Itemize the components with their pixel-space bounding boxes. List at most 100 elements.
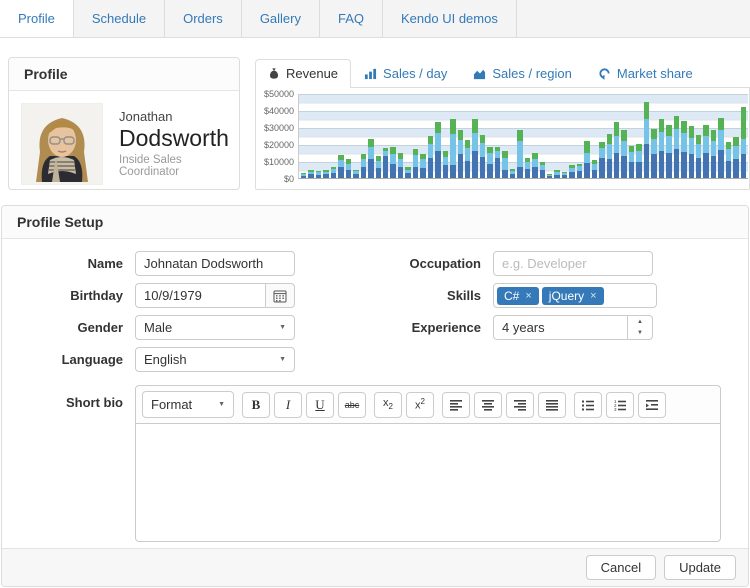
bar[interactable] <box>725 141 732 178</box>
bar[interactable] <box>412 148 419 178</box>
bar[interactable] <box>464 139 471 178</box>
bar[interactable] <box>375 155 381 178</box>
bar[interactable] <box>718 117 724 178</box>
italic-button[interactable]: I <box>274 391 302 418</box>
bar[interactable] <box>636 144 642 178</box>
bar[interactable] <box>733 137 739 178</box>
superscript-button[interactable]: x2 <box>406 391 434 418</box>
bar[interactable] <box>643 102 650 178</box>
align-justify-button[interactable] <box>538 391 566 418</box>
bar[interactable] <box>353 169 359 178</box>
spin-up-button[interactable]: ▲ <box>637 318 643 325</box>
birthday-input[interactable] <box>135 283 265 308</box>
bar[interactable] <box>554 170 560 178</box>
middle-segment <box>405 169 411 174</box>
bar[interactable] <box>368 139 374 178</box>
bold-button[interactable]: B <box>242 391 270 418</box>
align-center-button[interactable] <box>474 391 502 418</box>
bar[interactable] <box>614 121 620 178</box>
bar[interactable] <box>420 154 426 178</box>
bar[interactable] <box>673 115 680 178</box>
bar[interactable] <box>621 130 627 178</box>
indent-button[interactable] <box>638 391 666 418</box>
bar[interactable] <box>524 157 531 178</box>
bar[interactable] <box>345 159 352 178</box>
bar[interactable] <box>546 173 553 178</box>
strikethrough-button[interactable]: abc <box>338 391 366 418</box>
bar[interactable] <box>561 171 568 178</box>
bar[interactable] <box>591 160 598 178</box>
cancel-button[interactable]: Cancel <box>585 555 657 580</box>
bar[interactable] <box>740 106 747 178</box>
bar[interactable] <box>599 141 605 178</box>
bar[interactable] <box>494 146 501 178</box>
nav-tab-schedule[interactable]: Schedule <box>74 0 166 37</box>
align-left-button[interactable] <box>442 391 470 418</box>
chart-tab-market-share[interactable]: Market share <box>585 59 706 88</box>
bio-content-area[interactable] <box>136 423 720 541</box>
bar[interactable] <box>360 153 367 178</box>
bar[interactable] <box>442 150 449 178</box>
bar[interactable] <box>330 166 337 178</box>
bar[interactable] <box>487 147 493 178</box>
spin-down-button[interactable]: ▼ <box>637 330 643 337</box>
nav-tab-gallery[interactable]: Gallery <box>242 0 320 37</box>
bar[interactable] <box>539 161 545 178</box>
bar[interactable] <box>450 118 456 178</box>
bar[interactable] <box>457 129 463 178</box>
bar[interactable] <box>710 129 717 178</box>
bar[interactable] <box>502 150 508 178</box>
bar[interactable] <box>382 147 389 178</box>
bar[interactable] <box>479 134 486 178</box>
bar[interactable] <box>703 125 709 178</box>
insert-unordered-list-button[interactable] <box>574 391 602 418</box>
subscript-button[interactable]: x2 <box>374 391 402 418</box>
align-right-button[interactable] <box>506 391 534 418</box>
bar[interactable] <box>628 145 635 178</box>
nav-tab-profile[interactable]: Profile <box>0 0 74 37</box>
bar[interactable] <box>606 133 613 178</box>
nav-tab-kendo-ui-demos[interactable]: Kendo UI demos <box>383 0 517 37</box>
chart-tab-revenue[interactable]: Revenue <box>255 59 352 88</box>
bar[interactable] <box>427 135 434 178</box>
bar[interactable] <box>323 170 329 178</box>
close-icon[interactable]: × <box>525 289 532 302</box>
skills-input[interactable]: C# × jQuery × <box>493 283 657 308</box>
bar[interactable] <box>688 126 695 178</box>
format-dropdown[interactable]: Format ▼ <box>142 391 234 418</box>
bar[interactable] <box>472 118 478 178</box>
occupation-input[interactable] <box>493 251 653 276</box>
chart-tab-sales-day[interactable]: Sales / day <box>351 59 460 88</box>
close-icon[interactable]: × <box>590 289 597 302</box>
bar[interactable] <box>576 163 583 178</box>
bar[interactable] <box>532 153 538 178</box>
bar[interactable] <box>405 167 411 178</box>
bar[interactable] <box>308 169 314 178</box>
bar[interactable] <box>338 155 344 178</box>
experience-input[interactable] <box>493 315 627 340</box>
bar[interactable] <box>696 134 702 178</box>
update-button[interactable]: Update <box>664 555 736 580</box>
bar[interactable] <box>435 121 441 178</box>
bar[interactable] <box>651 128 657 178</box>
calendar-button[interactable] <box>265 283 295 308</box>
bar[interactable] <box>517 129 523 178</box>
bar[interactable] <box>390 147 396 178</box>
bar[interactable] <box>584 140 590 178</box>
chart-tab-sales-region[interactable]: Sales / region <box>460 59 585 88</box>
bar[interactable] <box>301 173 307 178</box>
bar[interactable] <box>509 168 516 178</box>
nav-tab-faq[interactable]: FAQ <box>320 0 384 37</box>
bar[interactable] <box>569 165 575 178</box>
bar[interactable] <box>658 119 665 178</box>
language-dropdown[interactable]: English ▼ <box>135 347 295 372</box>
bar[interactable] <box>681 121 687 178</box>
nav-tab-orders[interactable]: Orders <box>165 0 242 37</box>
underline-button[interactable]: U <box>306 391 334 418</box>
bar[interactable] <box>397 153 404 178</box>
name-input[interactable] <box>135 251 295 276</box>
bar[interactable] <box>315 170 322 178</box>
gender-dropdown[interactable]: Male ▼ <box>135 315 295 340</box>
bar[interactable] <box>666 125 672 178</box>
